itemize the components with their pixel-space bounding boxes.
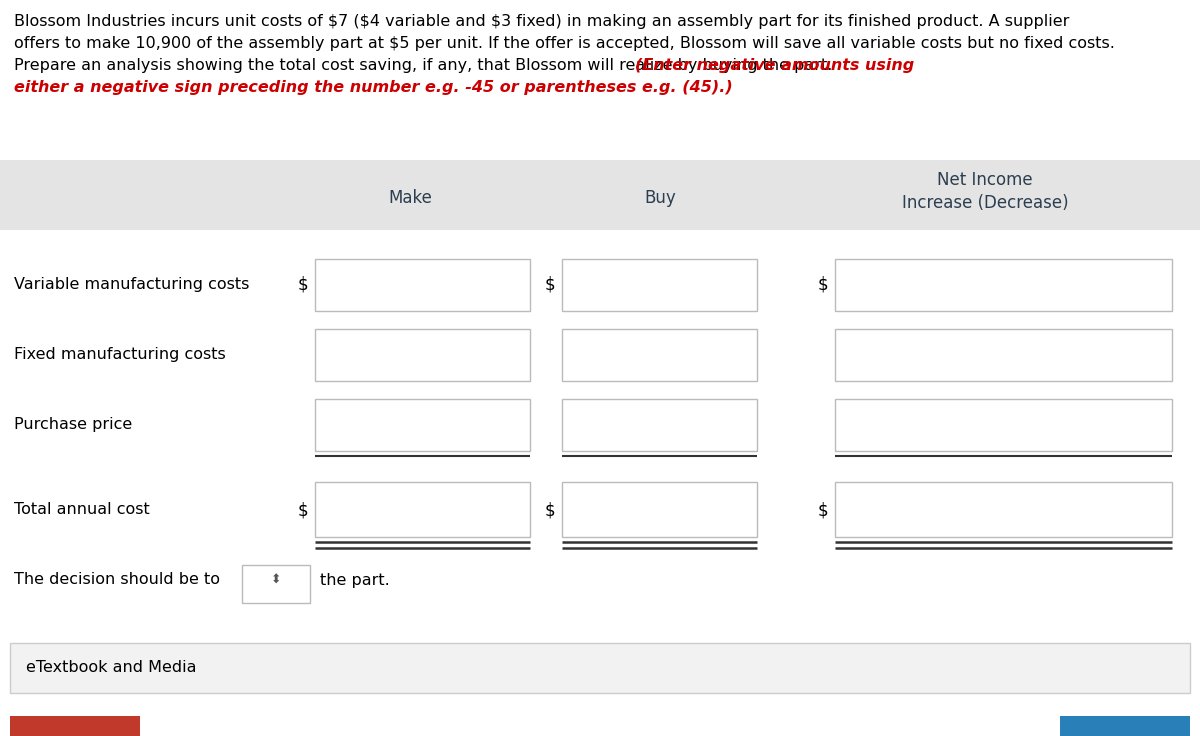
Bar [314,329,530,381]
Text: (Enter negative amounts using: (Enter negative amounts using [635,58,914,73]
Text: $: $ [545,276,556,294]
Text: either a negative sign preceding the number e.g. -45 or parentheses e.g. (45).): either a negative sign preceding the num… [14,80,733,95]
Text: Make: Make [388,189,432,207]
Text: Prepare an analysis showing the total cost saving, if any, that Blossom will rea: Prepare an analysis showing the total co… [14,58,838,73]
Text: $: $ [818,276,829,294]
Bar [10,716,140,736]
Text: the part.: the part. [320,573,390,587]
Bar [314,259,530,311]
Bar [10,643,1190,693]
Bar [835,482,1172,537]
Text: Blossom Industries incurs unit costs of $7 ($4 variable and $3 fixed) in making : Blossom Industries incurs unit costs of … [14,14,1069,29]
Bar [562,259,757,311]
Text: eTextbook and Media: eTextbook and Media [26,660,197,676]
Text: offers to make 10,900 of the assembly part at $5 per unit. If the offer is accep: offers to make 10,900 of the assembly pa… [14,36,1115,51]
Bar [1060,716,1190,736]
Text: $: $ [818,501,829,519]
Bar [0,160,1200,230]
Bar [835,259,1172,311]
Text: Variable manufacturing costs: Variable manufacturing costs [14,277,250,292]
Bar [562,399,757,451]
Text: $: $ [545,501,556,519]
Bar [562,482,757,537]
Bar [835,399,1172,451]
Text: ⬍: ⬍ [271,573,281,587]
Text: Purchase price: Purchase price [14,417,132,433]
Text: $: $ [298,276,308,294]
Bar [242,565,310,603]
Bar [835,329,1172,381]
Text: Buy: Buy [644,189,676,207]
Text: Total annual cost: Total annual cost [14,503,150,517]
Bar [562,329,757,381]
Text: Fixed manufacturing costs: Fixed manufacturing costs [14,347,226,363]
Bar [314,482,530,537]
Bar [314,399,530,451]
Text: $: $ [298,501,308,519]
Text: Net Income: Net Income [937,171,1033,189]
Text: Increase (Decrease): Increase (Decrease) [901,194,1068,212]
Text: The decision should be to: The decision should be to [14,573,220,587]
